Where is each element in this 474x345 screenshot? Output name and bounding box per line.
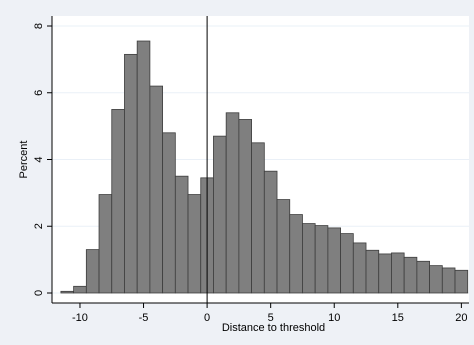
bar [85, 249, 100, 294]
bar [276, 199, 291, 294]
bar [416, 260, 430, 294]
bar [251, 142, 265, 294]
y-tick-label: 8 [33, 23, 45, 29]
bar [263, 170, 278, 294]
x-axis-ticks: -10 -5 0 5 10 15 20 [72, 303, 467, 324]
bar [98, 194, 113, 294]
bar [213, 135, 227, 294]
bars [60, 40, 469, 294]
bar [391, 252, 405, 294]
bar [174, 175, 189, 294]
y-tick-label: 0 [33, 290, 45, 296]
bar [124, 53, 138, 294]
bar [454, 269, 469, 294]
y-tick-label: 2 [33, 223, 45, 229]
bar [429, 265, 443, 294]
bar [187, 194, 202, 294]
y-tick-label: 6 [33, 90, 45, 96]
x-tick-label: 5 [268, 312, 274, 324]
bar [352, 242, 367, 294]
x-tick-label: 10 [328, 312, 340, 324]
bar [238, 119, 253, 294]
bar [302, 223, 316, 294]
bar [441, 267, 456, 294]
x-tick-label: 0 [204, 312, 210, 324]
bar [225, 112, 240, 294]
x-tick-label: 20 [455, 312, 467, 324]
bar [403, 256, 418, 294]
x-axis-title: Distance to threshold [222, 322, 325, 334]
y-tick-label: 4 [33, 156, 45, 162]
y-axis-ticks: 0 2 4 6 8 [33, 23, 52, 296]
x-tick-label: -5 [139, 312, 149, 324]
bar [327, 227, 341, 294]
bar [378, 253, 392, 294]
bar [314, 225, 329, 294]
bar [136, 40, 151, 294]
x-tick-label: 15 [392, 312, 404, 324]
x-tick-label: -10 [72, 312, 88, 324]
bar [340, 233, 354, 294]
y-axis-title: Percent [18, 141, 30, 179]
bar [111, 109, 125, 294]
bar [60, 290, 75, 294]
bar [289, 214, 303, 294]
bar [149, 85, 164, 294]
bar [365, 249, 380, 294]
bar [73, 285, 87, 294]
bar [162, 132, 176, 294]
